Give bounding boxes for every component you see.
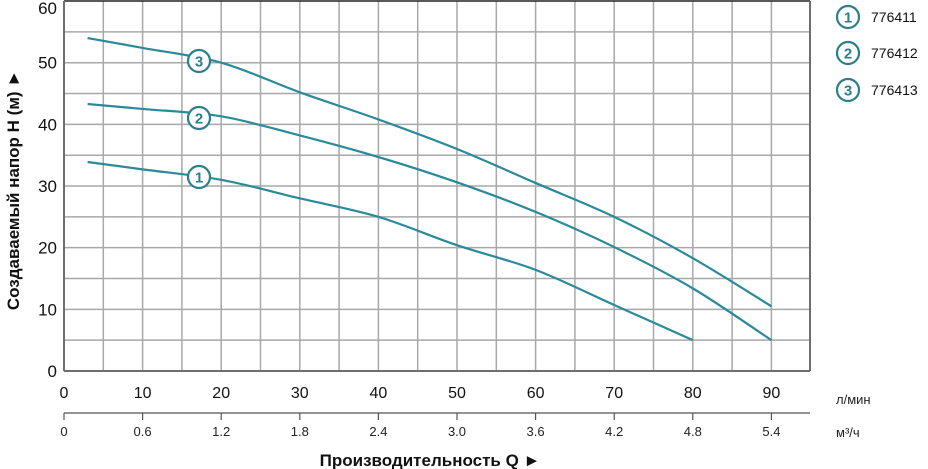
x-tick-label: 60 [527, 385, 545, 402]
y-axis-ticks: 0 10 20 30 40 50 60 [38, 0, 57, 381]
x-tick-label-secondary: 4.8 [684, 424, 702, 439]
legend-circle-icon [835, 77, 861, 103]
x-tick-label-secondary: 4.2 [605, 424, 623, 439]
x-tick-label: 90 [763, 385, 781, 402]
curves [87, 36, 773, 342]
legend-item: 3 776413 [835, 77, 918, 103]
legend-circle-icon [835, 40, 861, 66]
legend-label: 776413 [871, 82, 918, 98]
legend-label: 776411 [871, 9, 917, 25]
curve-marker-circle-icon [186, 48, 212, 74]
y-tick-label: 0 [48, 362, 57, 381]
x-tick-label-secondary: 0.6 [134, 424, 152, 439]
curve-marker-circle-icon [186, 164, 212, 190]
y-tick-label: 20 [38, 239, 57, 258]
x-tick-label: 50 [448, 385, 466, 402]
legend: 1 776411 2 776412 3 776413 [835, 4, 918, 103]
x-tick-label: 20 [212, 385, 230, 402]
y-tick-label: 50 [38, 54, 57, 73]
curve-marker-label: 2 [195, 111, 203, 128]
x-unit-primary: л/мин [836, 392, 871, 407]
legend-item: 2 776412 [835, 40, 918, 66]
x-unit-secondary: м³/ч [836, 425, 860, 440]
legend-number: 1 [844, 10, 852, 27]
x-tick-label-secondary: 1.8 [291, 424, 309, 439]
legend-item: 1 776411 [835, 4, 917, 30]
y-tick-label: 10 [38, 300, 57, 319]
x-tick-label-secondary: 1.2 [212, 424, 230, 439]
x-axis-ticks-primary: 0 10 20 30 40 50 60 70 80 90 [60, 385, 781, 402]
legend-number: 2 [844, 46, 852, 63]
x-tick-label: 10 [134, 385, 152, 402]
legend-number: 3 [844, 83, 852, 100]
curve-marker-label: 3 [195, 54, 203, 71]
x-tick-label-secondary: 2.4 [369, 424, 387, 439]
legend-circle-icon [835, 4, 861, 30]
curve-776411 [87, 160, 694, 342]
x-tick-label: 30 [291, 385, 309, 402]
y-tick-label: 30 [38, 177, 57, 196]
curve-marker-label: 1 [195, 170, 203, 187]
x-tick-label-secondary: 5.4 [762, 424, 780, 439]
y-tick-label: 40 [38, 115, 57, 134]
curve-markers: 1 2 3 [186, 48, 212, 190]
y-tick-label: 60 [38, 0, 57, 18]
x-tick-label-secondary: 0 [60, 424, 67, 439]
x-tick-label-secondary: 3.0 [448, 424, 466, 439]
x-axis-title: Производительность Q ► [320, 451, 541, 469]
x-axis-ticks-secondary: 0 0.6 1.2 1.8 2.4 3.0 3.6 4.2 4.8 5.4 [60, 413, 780, 439]
y-axis-title: Создаваемый напор H (м) ► [4, 70, 23, 310]
legend-label: 776412 [871, 45, 918, 61]
x-tick-label: 0 [60, 385, 69, 402]
grid [63, 0, 811, 372]
curve-marker-circle-icon [186, 105, 212, 131]
x-tick-label: 80 [684, 385, 702, 402]
x-tick-label: 70 [605, 385, 623, 402]
x-tick-label: 40 [370, 385, 388, 402]
x-tick-label-secondary: 3.6 [527, 424, 545, 439]
